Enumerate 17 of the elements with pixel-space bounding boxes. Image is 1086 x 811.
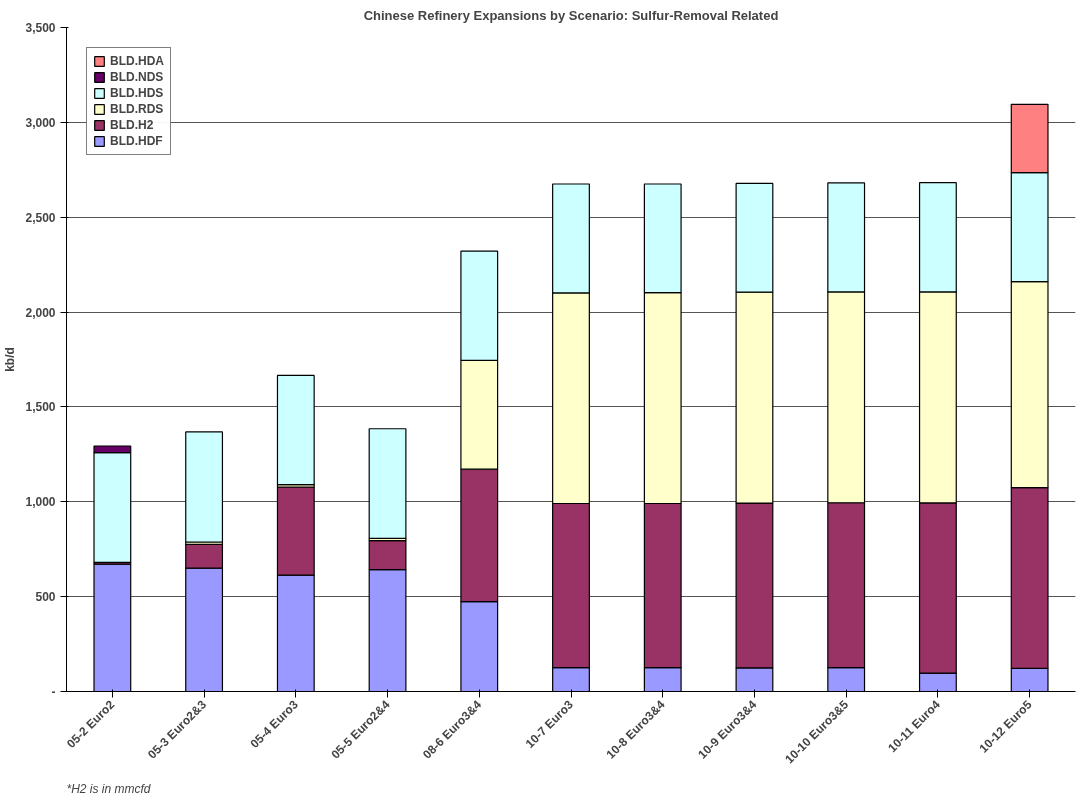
text: *H2 is in mmcfd [66,781,151,796]
y-tick-label: 3,000 [25,115,56,130]
chart-title: Chinese Refinery Expansions by Scenario: Sulfur-Removal Related [363,7,779,23]
legend-label: BLD.HDF [110,134,163,148]
legend-label: BLD.H2 [110,118,154,132]
legend-label: BLD.HDA [110,54,164,68]
legend-label: BLD.HDS [110,86,164,100]
y-tick-label: 3,500 [25,21,56,35]
legend-label: BLD.RDS [110,102,164,116]
y-tick-label: 1,000 [25,495,56,510]
y-axis-title: kb/d [3,347,18,372]
y-tick-label: 2,500 [25,210,56,225]
y-tick-label: 2,000 [25,305,56,320]
y-tick-label: - [51,685,56,699]
y-tick-label: 500 [35,590,56,605]
legend-label: BLD.NDS [110,70,164,84]
y-tick-label: 1,500 [25,400,56,415]
